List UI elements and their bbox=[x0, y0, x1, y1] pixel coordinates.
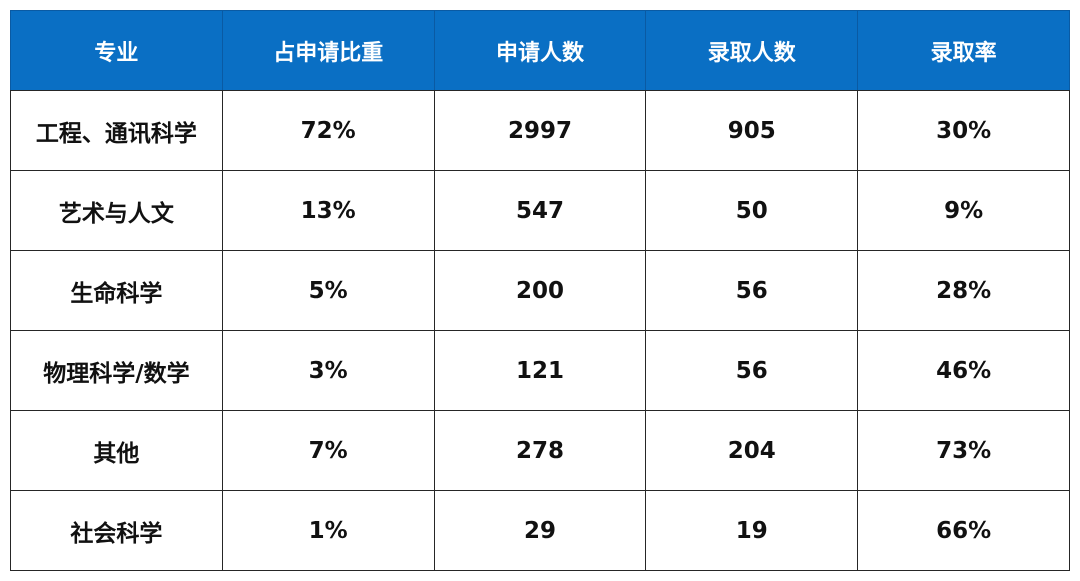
cell-major: 艺术与人文 bbox=[10, 170, 223, 251]
cell-application-share: 13% bbox=[221, 170, 435, 251]
cell-admission-rate: 66% bbox=[857, 490, 1070, 571]
table-row: 物理科学/数学 3% 121 56 46% bbox=[10, 330, 1070, 411]
cell-major: 工程、通讯科学 bbox=[10, 90, 223, 171]
cell-major: 生命科学 bbox=[10, 250, 223, 331]
cell-admission-rate: 46% bbox=[857, 330, 1070, 411]
admission-table-container: 专业 占申请比重 申请人数 录取人数 录取率 工程、通讯科学 72% 2997 … bbox=[10, 10, 1070, 571]
cell-applicants: 278 bbox=[433, 410, 647, 491]
cell-admitted: 905 bbox=[645, 90, 859, 171]
cell-applicants: 200 bbox=[433, 250, 647, 331]
cell-admitted: 50 bbox=[645, 170, 859, 251]
cell-major: 社会科学 bbox=[10, 490, 223, 571]
cell-admitted: 56 bbox=[645, 330, 859, 411]
cell-admission-rate: 30% bbox=[857, 90, 1070, 171]
header-application-share: 占申请比重 bbox=[221, 10, 435, 91]
cell-applicants: 547 bbox=[433, 170, 647, 251]
table-body: 工程、通讯科学 72% 2997 905 30% 艺术与人文 13% 547 5… bbox=[10, 90, 1070, 571]
cell-application-share: 5% bbox=[221, 250, 435, 331]
header-admission-rate: 录取率 bbox=[857, 10, 1070, 91]
cell-application-share: 72% bbox=[221, 90, 435, 171]
cell-application-share: 1% bbox=[221, 490, 435, 571]
table-row: 社会科学 1% 29 19 66% bbox=[10, 490, 1070, 571]
table-row: 生命科学 5% 200 56 28% bbox=[10, 250, 1070, 331]
cell-admission-rate: 9% bbox=[857, 170, 1070, 251]
header-row: 专业 占申请比重 申请人数 录取人数 录取率 bbox=[10, 10, 1070, 91]
cell-admission-rate: 73% bbox=[857, 410, 1070, 491]
header-applicants: 申请人数 bbox=[433, 10, 647, 91]
table-row: 工程、通讯科学 72% 2997 905 30% bbox=[10, 90, 1070, 171]
cell-major: 物理科学/数学 bbox=[10, 330, 223, 411]
cell-admitted: 19 bbox=[645, 490, 859, 571]
cell-admission-rate: 28% bbox=[857, 250, 1070, 331]
table-row: 艺术与人文 13% 547 50 9% bbox=[10, 170, 1070, 251]
cell-admitted: 204 bbox=[645, 410, 859, 491]
cell-application-share: 7% bbox=[221, 410, 435, 491]
cell-admitted: 56 bbox=[645, 250, 859, 331]
table-row: 其他 7% 278 204 73% bbox=[10, 410, 1070, 491]
cell-applicants: 29 bbox=[433, 490, 647, 571]
cell-major: 其他 bbox=[10, 410, 223, 491]
header-admitted: 录取人数 bbox=[645, 10, 859, 91]
cell-applicants: 2997 bbox=[433, 90, 647, 171]
cell-application-share: 3% bbox=[221, 330, 435, 411]
cell-applicants: 121 bbox=[433, 330, 647, 411]
admission-table: 专业 占申请比重 申请人数 录取人数 录取率 工程、通讯科学 72% 2997 … bbox=[10, 10, 1070, 571]
header-major: 专业 bbox=[10, 10, 223, 91]
table-header: 专业 占申请比重 申请人数 录取人数 录取率 bbox=[10, 10, 1070, 91]
